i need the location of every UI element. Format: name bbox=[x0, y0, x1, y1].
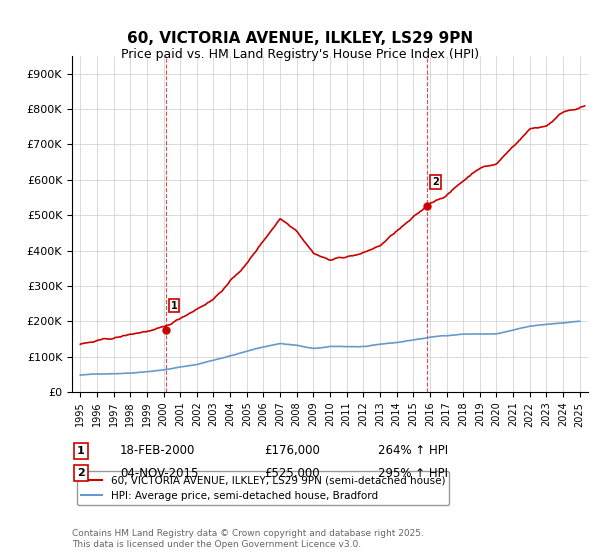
Text: Contains HM Land Registry data © Crown copyright and database right 2025.
This d: Contains HM Land Registry data © Crown c… bbox=[72, 529, 424, 549]
Text: Price paid vs. HM Land Registry's House Price Index (HPI): Price paid vs. HM Land Registry's House … bbox=[121, 48, 479, 60]
Text: £176,000: £176,000 bbox=[264, 444, 320, 458]
Text: 1: 1 bbox=[171, 301, 178, 311]
Text: 2: 2 bbox=[77, 468, 85, 478]
Text: 04-NOV-2015: 04-NOV-2015 bbox=[120, 466, 199, 480]
Text: 264% ↑ HPI: 264% ↑ HPI bbox=[378, 444, 448, 458]
Text: 295% ↑ HPI: 295% ↑ HPI bbox=[378, 466, 448, 480]
Text: 2: 2 bbox=[432, 177, 439, 187]
Text: 18-FEB-2000: 18-FEB-2000 bbox=[120, 444, 196, 458]
Text: £525,000: £525,000 bbox=[264, 466, 320, 480]
Legend: 60, VICTORIA AVENUE, ILKLEY, LS29 9PN (semi-detached house), HPI: Average price,: 60, VICTORIA AVENUE, ILKLEY, LS29 9PN (s… bbox=[77, 471, 449, 505]
Text: 1: 1 bbox=[77, 446, 85, 456]
Text: 60, VICTORIA AVENUE, ILKLEY, LS29 9PN: 60, VICTORIA AVENUE, ILKLEY, LS29 9PN bbox=[127, 31, 473, 46]
